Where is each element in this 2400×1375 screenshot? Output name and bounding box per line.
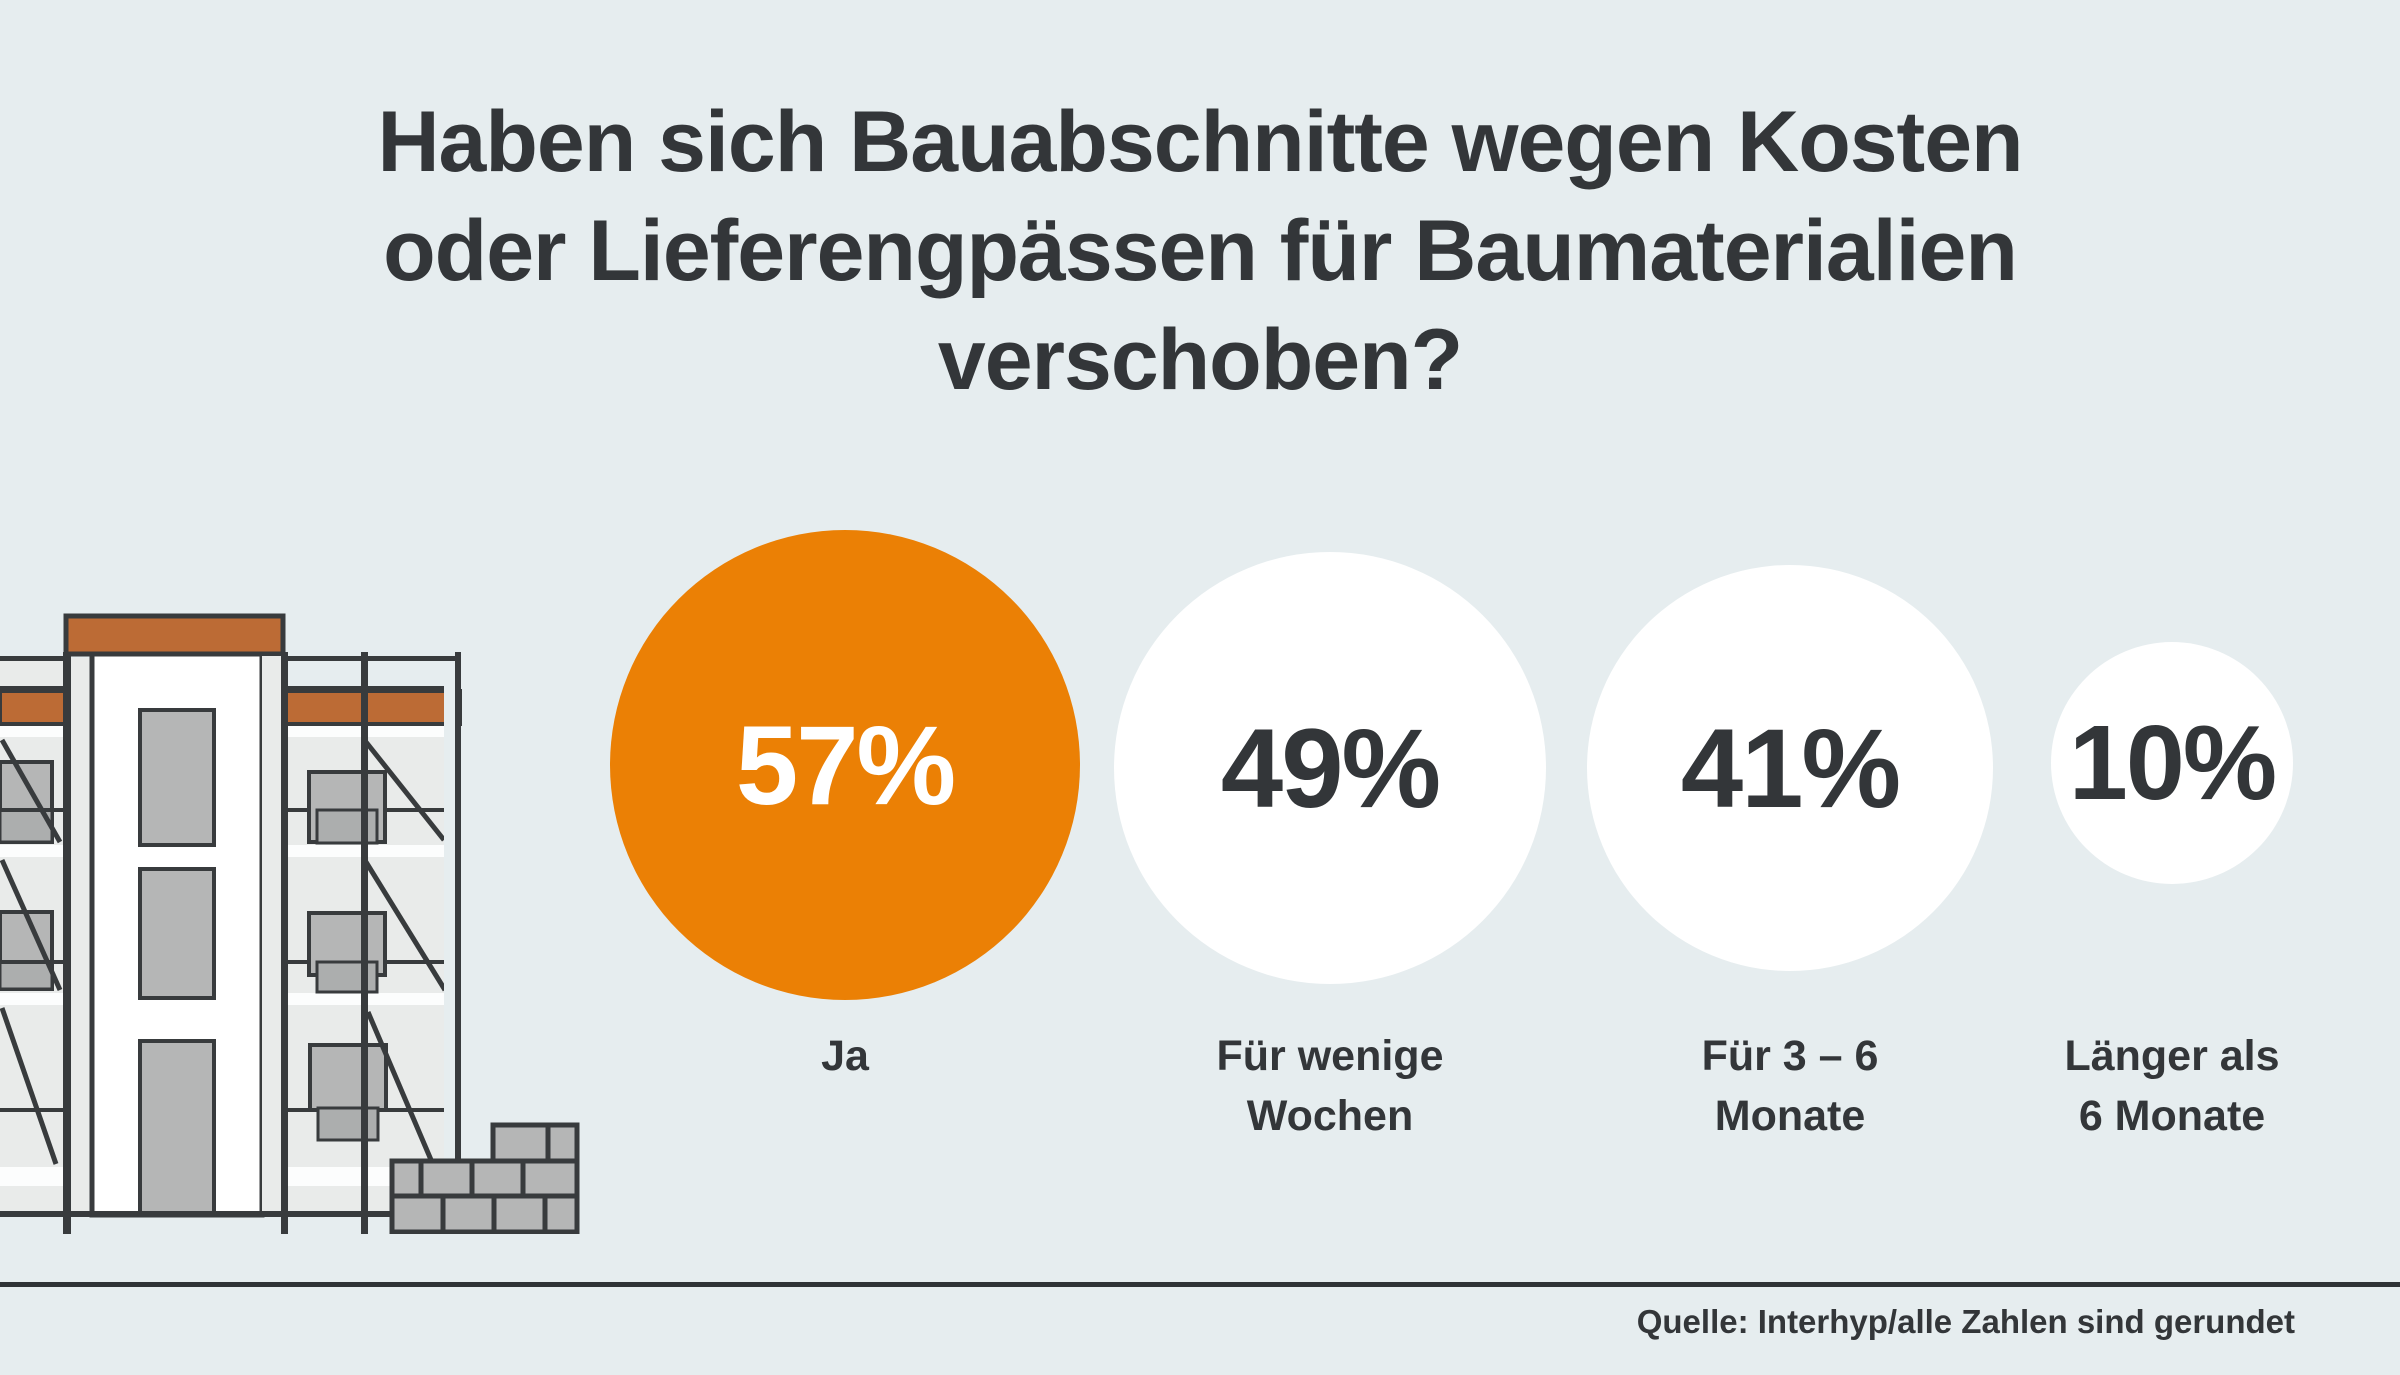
bubble-wenige-wochen: 49% [1114, 552, 1546, 984]
label-line: Für 3 – 6 [1701, 1032, 1879, 1080]
label-line: Monate [1714, 1092, 1866, 1140]
label-line: Länger als [2064, 1032, 2280, 1080]
bubble-ja: 57% [610, 530, 1080, 1000]
bubble-3-6-monate-value: 41% [1680, 705, 1901, 831]
source-note: Quelle: Interhyp/alle Zahlen sind gerund… [1636, 1303, 2295, 1340]
title-line-2: oder Lieferengpässen für Baumaterialien [383, 203, 2018, 299]
bubble-laenger-6-monate: 10% [2051, 642, 2293, 884]
title-line-1: Haben sich Bauabschnitte wegen Kosten [377, 94, 2023, 190]
bubble-label-wenige-wochen: Für wenige Wochen [1120, 1026, 1540, 1146]
title-line-3: verschoben? [937, 312, 1463, 408]
label-line: Wochen [1246, 1092, 1414, 1140]
bubble-label-3-6-monate: Für 3 – 6 Monate [1580, 1026, 2000, 1146]
label-line: Ja [821, 1032, 869, 1080]
label-line: Für wenige [1216, 1032, 1444, 1080]
bubble-3-6-monate: 41% [1587, 565, 1993, 971]
label-line: 6 Monate [2078, 1092, 2266, 1140]
bubble-ja-value: 57% [735, 702, 956, 828]
footer-divider [0, 1282, 2400, 1287]
bubble-label-laenger-6-monate: Länger als 6 Monate [1962, 1026, 2382, 1146]
bubble-wenige-wochen-value: 49% [1220, 705, 1441, 831]
chart-title: Haben sich Bauabschnitte wegen Kosten od… [0, 88, 2400, 415]
bubble-laenger-6-monate-value: 10% [2068, 703, 2277, 822]
building-under-construction-icon [0, 613, 580, 1234]
bubble-label-ja: Ja [635, 1026, 1055, 1086]
